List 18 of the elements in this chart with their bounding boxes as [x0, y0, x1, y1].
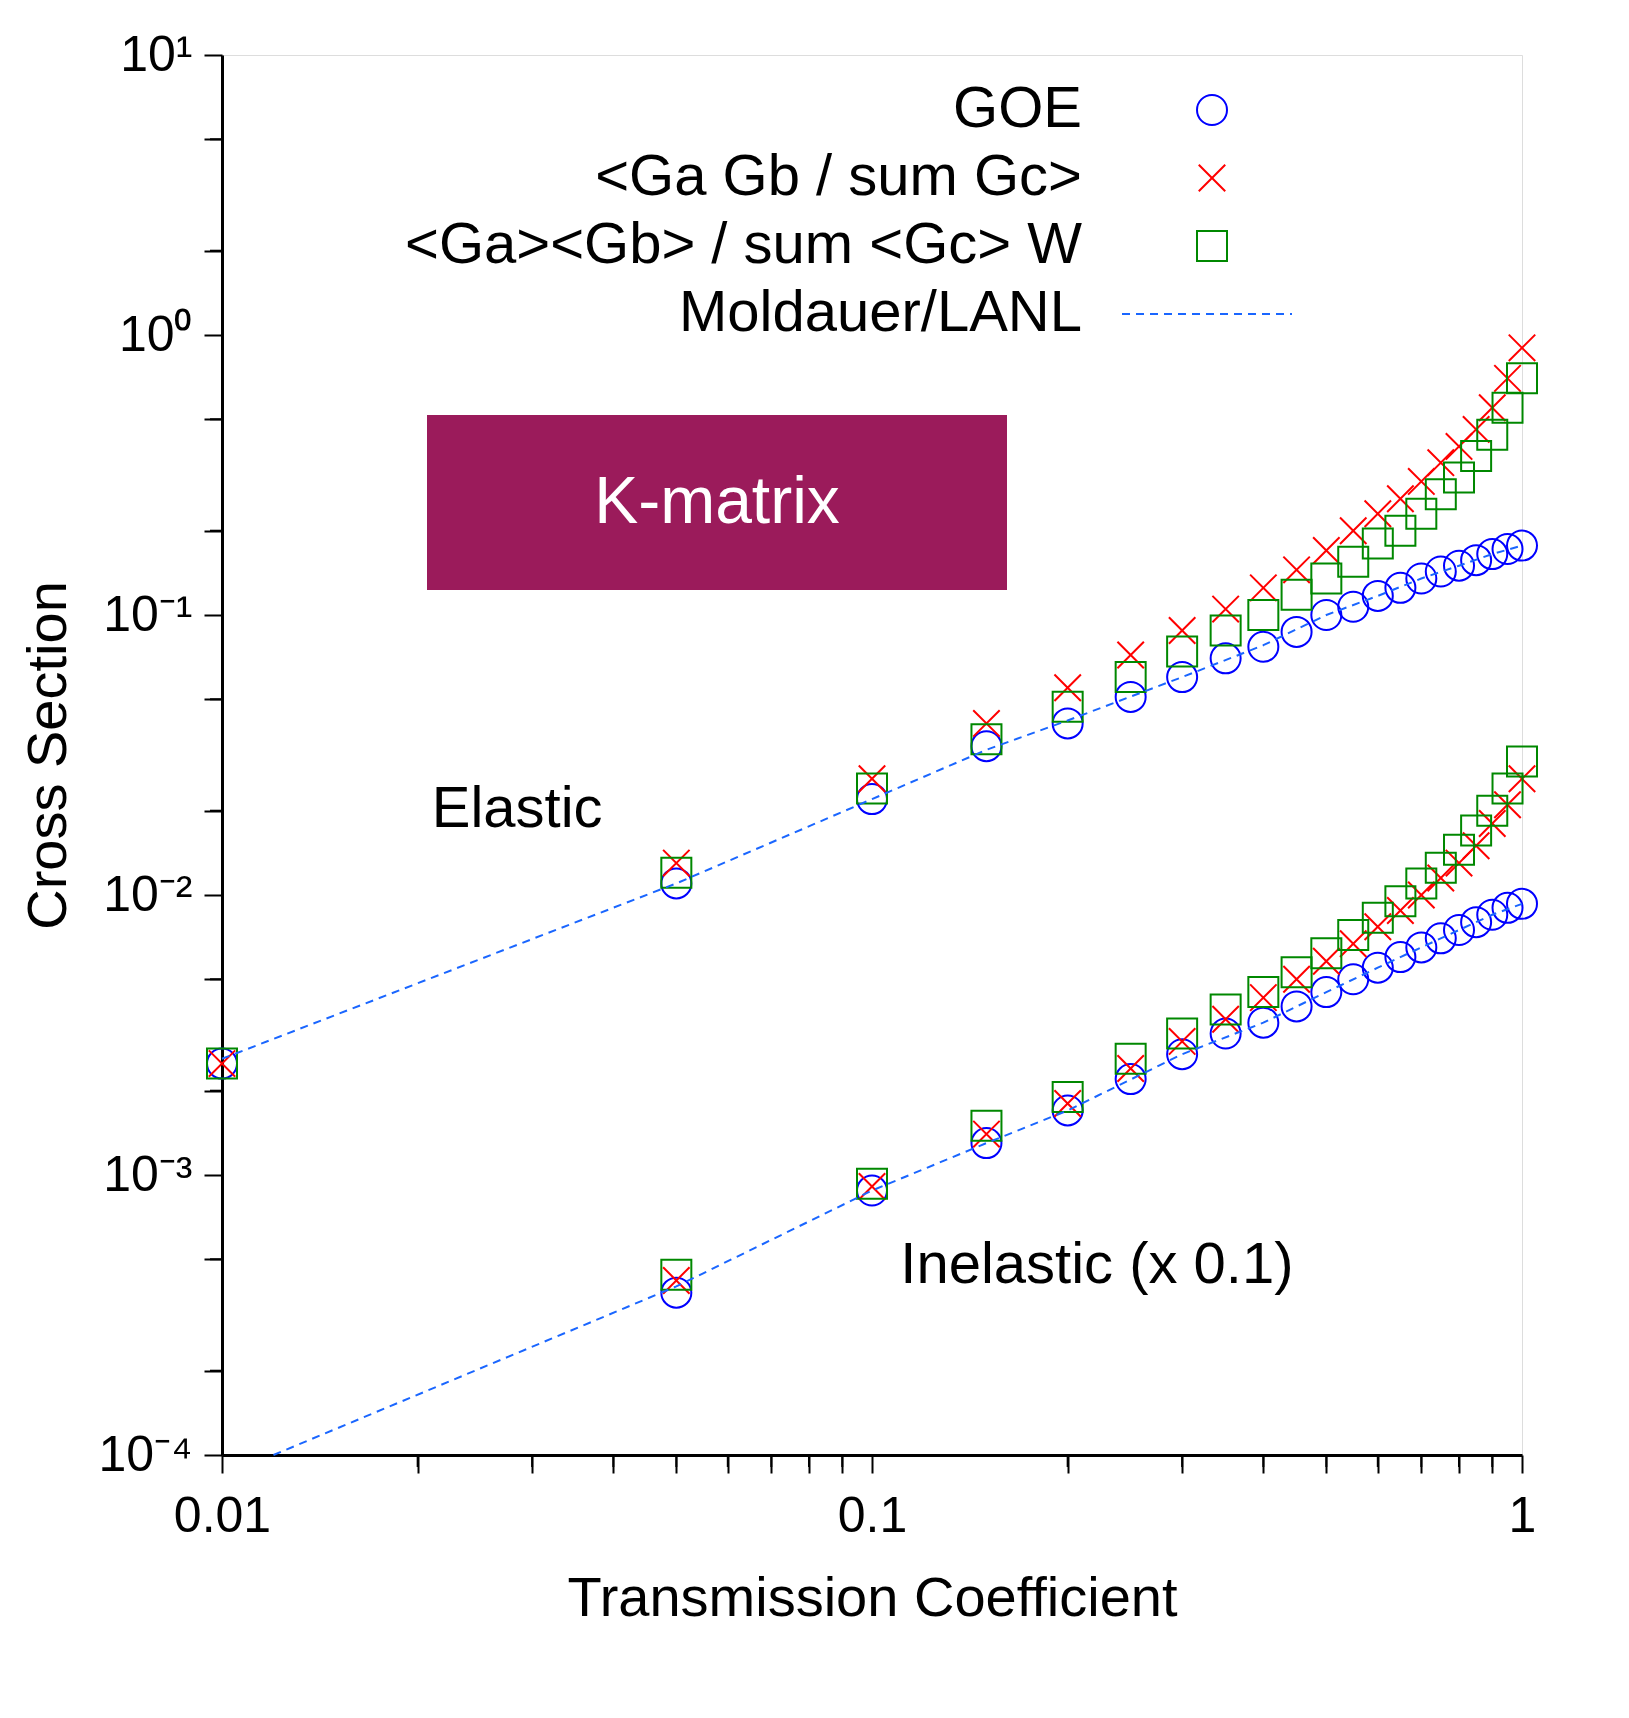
y-axis-title: Cross Section — [15, 581, 79, 930]
y-tick-label: 10⁻¹ — [103, 585, 193, 642]
y-tick-label: 10⁰ — [118, 305, 193, 362]
y-tick-label: 10⁻⁴ — [98, 1425, 193, 1482]
y-tick-label: 10⁻² — [103, 865, 193, 922]
x-axis-title: Transmission Coefficient — [567, 1564, 1178, 1628]
legend-label: Moldauer/LANL — [679, 278, 1082, 343]
x-tick-label: 0.01 — [173, 1486, 272, 1543]
y-tick-label: 10⁻³ — [103, 1145, 193, 1202]
legend-label: <Ga Gb / sum Gc> — [595, 142, 1082, 207]
annotation: Elastic — [431, 773, 603, 839]
y-tick-label: 10¹ — [120, 25, 193, 82]
text: K-matrix — [594, 462, 840, 537]
x-tick-label: 1 — [1508, 1486, 1537, 1543]
legend-label: GOE — [953, 74, 1082, 139]
legend-label: <Ga><Gb> / sum <Gc> W — [405, 210, 1083, 275]
annotation: Inelastic (x 0.1) — [900, 1230, 1294, 1295]
x-tick-label: 0.1 — [837, 1486, 908, 1543]
